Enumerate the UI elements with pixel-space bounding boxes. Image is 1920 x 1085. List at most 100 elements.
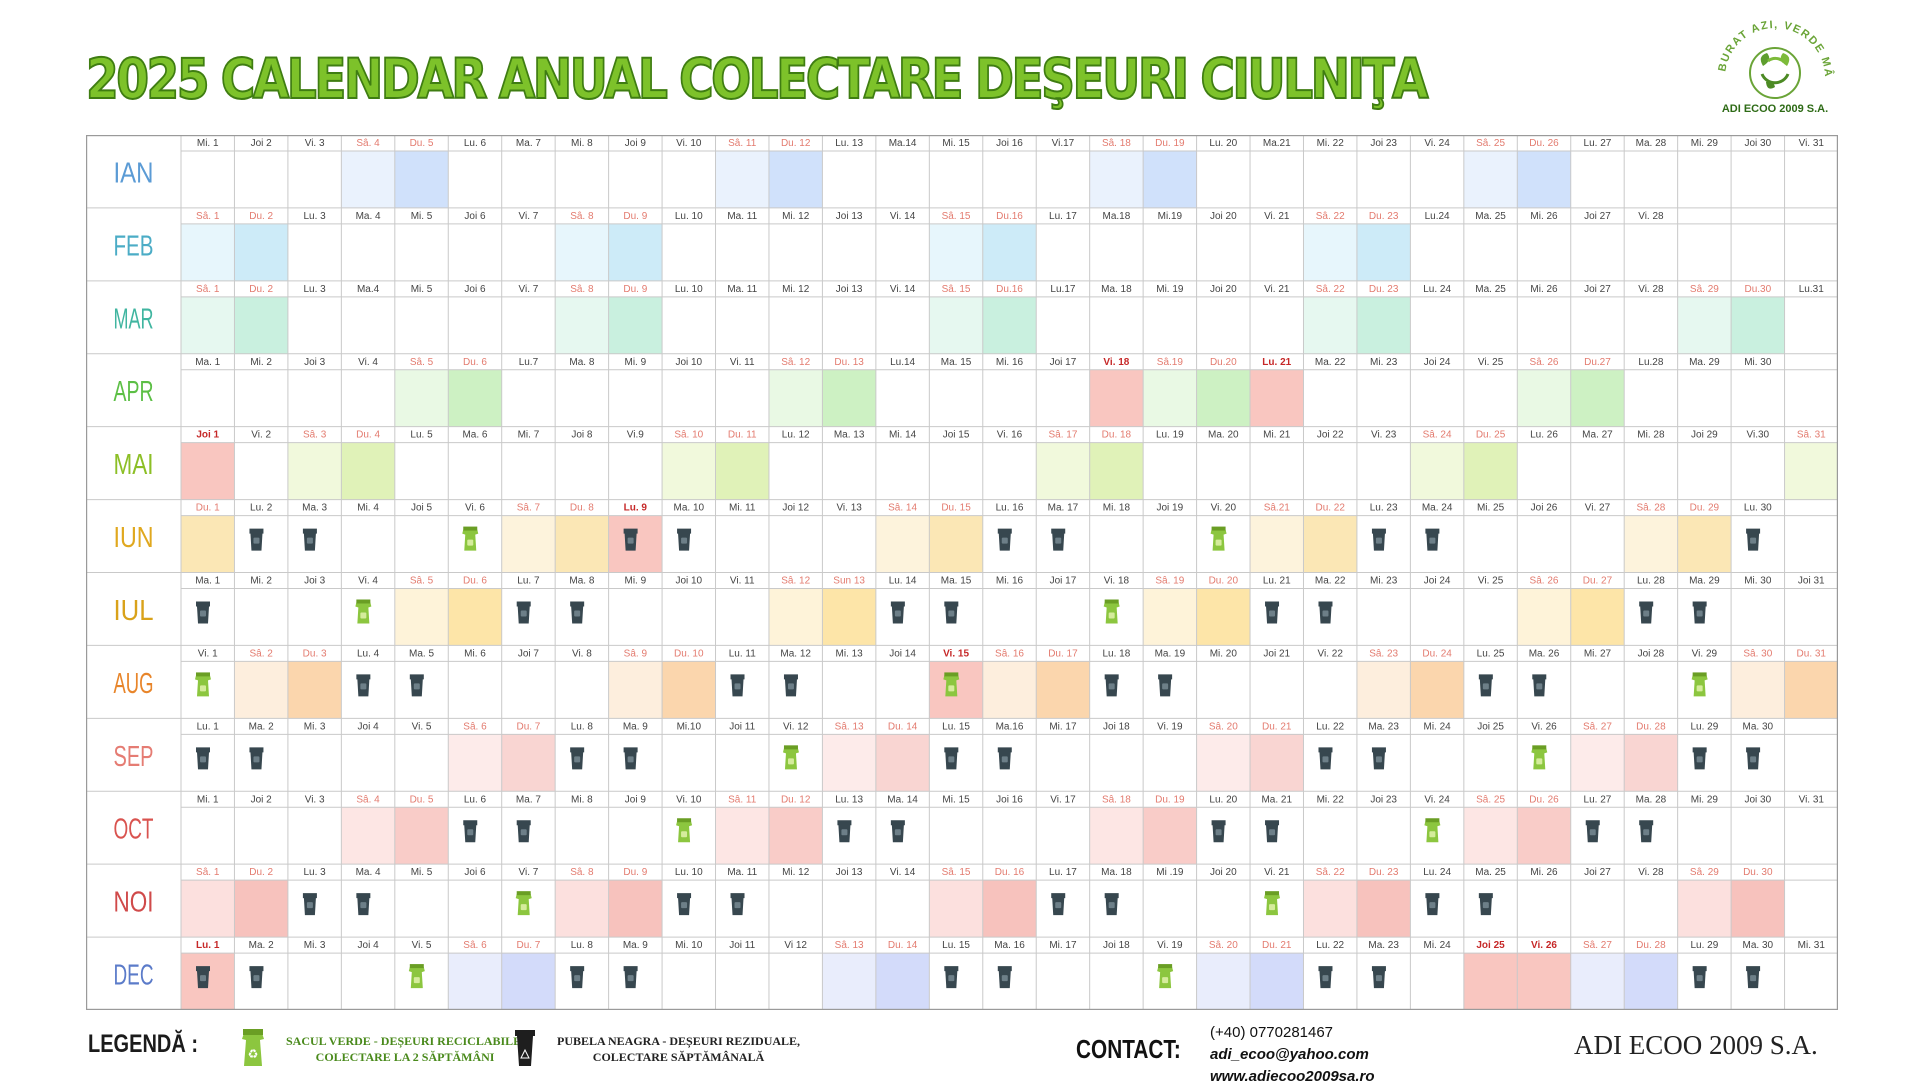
day-label: Vi. 24 [1424, 794, 1450, 805]
black-bin-icon [623, 966, 638, 989]
day-label: Joi 2 [251, 794, 273, 805]
month-row-mai: Joi 1 Vi. 2 Sâ. 3 Du. 4 Lu. 5 Ma. 6 Mi. 7 Joi 8… [114, 430, 1838, 500]
day-label: Vi. 14 [890, 211, 916, 222]
black-bin-icon [1478, 893, 1493, 916]
day-label: Joi 11 [729, 940, 755, 951]
day-label: Lu. 2 [250, 503, 273, 514]
month-label: DEC [114, 960, 154, 992]
day-label: Mi. 25 [1477, 503, 1505, 514]
black-bin-icon [1371, 747, 1386, 770]
day-cell-fill [501, 734, 556, 792]
day-cell-fill [1196, 734, 1251, 792]
day-label: Du. 19 [1155, 794, 1185, 805]
green-bag-icon [1531, 745, 1548, 770]
contact-email[interactable]: adi_ecoo@yahoo.com [1210, 1046, 1369, 1063]
day-label: Joi 21 [1263, 648, 1290, 659]
day-label: Lu. 12 [782, 430, 810, 441]
day-label: Du. 8 [570, 503, 594, 514]
day-cell-fill [662, 442, 716, 500]
month-label: SEP [114, 741, 154, 773]
day-label: Joi 20 [1210, 284, 1237, 295]
day-label: Mi. 26 [1530, 867, 1558, 878]
day-label: Joi 8 [571, 430, 593, 441]
day-label: Joi 25 [1476, 940, 1505, 951]
day-label: Vi. 10 [676, 794, 702, 805]
day-label: Mi. 3 [304, 721, 326, 732]
day-label: Joi 30 [1744, 794, 1771, 805]
day-label: Joi 3 [304, 576, 326, 587]
black-bin-icon [1104, 674, 1119, 697]
day-cell-fill [1731, 880, 1785, 938]
day-label: Lu. 21 [1263, 576, 1291, 587]
day-label: Ma. 29 [1689, 576, 1720, 587]
day-cell-fill [608, 661, 663, 719]
day-cell-fill [181, 296, 235, 354]
day-label: Lu. 21 [1262, 357, 1291, 368]
day-cell-fill [715, 807, 769, 865]
day-label: Joi 27 [1584, 867, 1611, 878]
day-cell-fill [768, 588, 823, 646]
day-label: Joi 20 [1210, 211, 1237, 222]
day-label: Joi 30 [1744, 138, 1771, 149]
day-label: Mi. 14 [889, 430, 917, 441]
day-label: Ma. 30 [1743, 721, 1774, 732]
day-label: Sâ. 1 [196, 284, 220, 295]
day-label: Du. 6 [463, 576, 487, 587]
day-label: Lu. 20 [1209, 794, 1237, 805]
day-label: Vi. 22 [1318, 648, 1344, 659]
day-label: Sâ. 12 [781, 357, 810, 368]
day-label: Lu. 14 [889, 576, 917, 587]
black-bin-icon [1318, 601, 1333, 624]
day-label: Ma. 24 [1422, 503, 1453, 514]
day-label: Vi. 31 [1799, 138, 1825, 149]
black-bin-icon [1425, 893, 1440, 916]
day-cell-fill [1410, 661, 1464, 719]
day-label: Ma. 6 [462, 430, 487, 441]
black-bin-icon [463, 820, 478, 843]
day-label: Vi. 4 [358, 576, 378, 587]
day-cell-fill [608, 880, 663, 938]
day-label: Mi. 21 [1263, 430, 1291, 441]
day-label: Mi. 2 [250, 357, 272, 368]
day-label: Ma. 20 [1208, 430, 1239, 441]
day-label: Lu. 7 [517, 576, 540, 587]
day-label: Lu. 3 [304, 867, 327, 878]
day-label: Ma. 25 [1475, 284, 1506, 295]
day-label: Ma. 1 [195, 357, 220, 368]
day-label: Du. 18 [1102, 430, 1132, 441]
black-bin-icon [623, 747, 638, 770]
day-label: Vi. 18 [1104, 576, 1130, 587]
black-bin-icon [944, 747, 959, 770]
day-cell-fill [822, 588, 876, 646]
black-bin-icon [570, 747, 585, 770]
day-cell-fill [1303, 223, 1357, 281]
black-bin-icon [1746, 747, 1761, 770]
day-cell-fill [1463, 151, 1518, 208]
day-label: Mi. 30 [1744, 357, 1772, 368]
contact-website[interactable]: www.adiecoo2009sa.ro [1210, 1068, 1375, 1085]
day-cell-fill [341, 807, 395, 865]
day-label: Vi.9 [627, 430, 644, 441]
day-label: Lu. 30 [1744, 503, 1772, 514]
day-cell-fill [1036, 661, 1090, 719]
day-label: Du. 25 [1476, 430, 1506, 441]
day-cell-fill [982, 661, 1037, 719]
black-bin-icon [1318, 966, 1333, 989]
day-label: Du.16 [996, 211, 1023, 222]
black-bin-icon [1746, 528, 1761, 551]
day-label: Sâ. 2 [249, 648, 273, 659]
black-bin-icon [1158, 674, 1173, 697]
day-label: Sâ. 22 [1316, 211, 1345, 222]
day-label: Vi. 15 [943, 648, 969, 659]
day-label: Joi 6 [464, 867, 486, 878]
day-label: Mi .19 [1156, 867, 1184, 878]
day-label: Du. 27 [1583, 576, 1613, 587]
day-label: Joi 23 [1370, 794, 1397, 805]
day-label: Mi. 1 [197, 794, 219, 805]
day-label: Mi. 13 [836, 648, 864, 659]
day-label: Lu. 29 [1690, 940, 1718, 951]
day-label: Vi. 25 [1478, 576, 1504, 587]
day-cell-fill [1784, 442, 1838, 500]
day-label: Ma. 4 [356, 211, 381, 222]
day-cell-fill [287, 442, 342, 500]
